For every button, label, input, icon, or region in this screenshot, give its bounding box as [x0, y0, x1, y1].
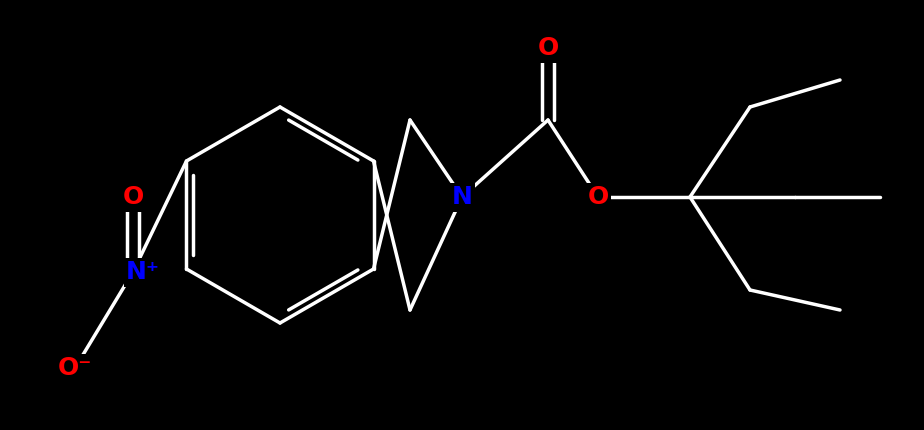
Text: O: O — [538, 36, 559, 60]
Text: O: O — [588, 185, 609, 209]
Text: N: N — [452, 185, 472, 209]
Text: N⁺: N⁺ — [126, 260, 160, 284]
Text: O: O — [122, 185, 143, 209]
Text: O⁻: O⁻ — [58, 356, 92, 380]
